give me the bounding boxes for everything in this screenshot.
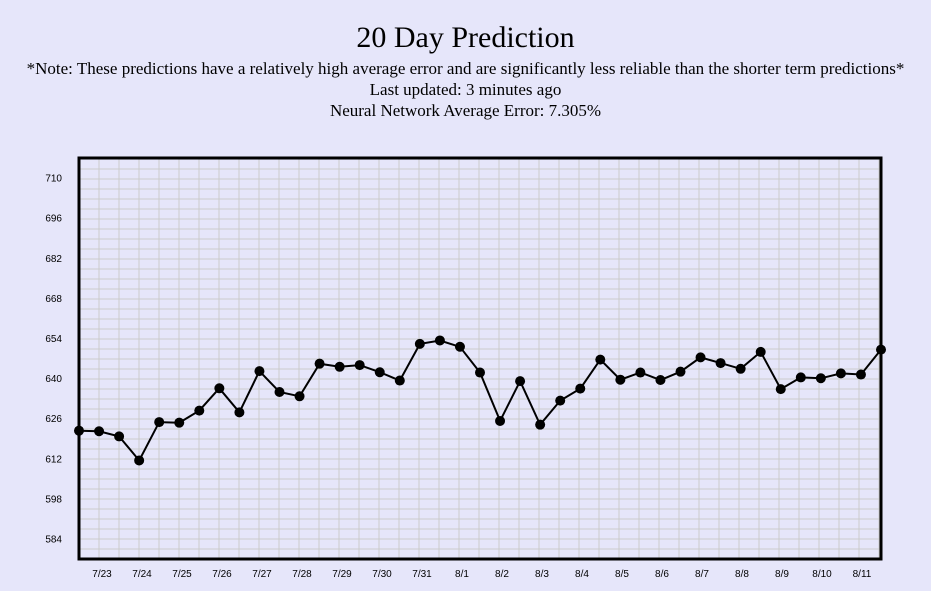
x-tick-label: 7/26 [212, 569, 232, 580]
data-point [154, 417, 165, 428]
x-tick-label: 7/29 [332, 569, 352, 580]
data-point [575, 383, 586, 394]
y-tick-label: 710 [45, 174, 62, 185]
y-axis: 584 598 612 626 640 654 668 682 696 710 [45, 174, 62, 546]
data-point [294, 391, 305, 402]
data-point [535, 419, 546, 430]
data-point [655, 374, 666, 385]
data-point [555, 395, 566, 406]
y-tick-label: 626 [45, 414, 62, 425]
data-point [434, 335, 445, 346]
plot-frame [77, 156, 883, 561]
data-point [735, 363, 746, 374]
data-point [515, 376, 526, 387]
data-point [114, 431, 125, 442]
data-point [454, 341, 465, 352]
x-tick-label: 8/7 [695, 569, 709, 580]
data-point [254, 366, 265, 377]
data-point [775, 384, 786, 395]
x-tick-label: 8/11 [853, 569, 872, 580]
data-point [475, 367, 485, 378]
data-point [815, 373, 826, 384]
data-point [615, 374, 626, 385]
data-point [715, 358, 726, 369]
x-axis: 7/23 7/24 7/25 7/26 7/27 7/28 7/29 7/30 7/31 8/1 8… [92, 569, 872, 580]
x-tick-label: 7/28 [292, 569, 312, 580]
data-point [495, 415, 506, 426]
data-point [635, 367, 646, 378]
data-point [675, 366, 686, 377]
data-point [314, 358, 325, 369]
data-point [695, 352, 706, 363]
data-point [394, 375, 405, 386]
y-tick-label: 584 [45, 534, 62, 545]
y-tick-label: 654 [45, 334, 62, 345]
x-tick-label: 8/4 [575, 569, 589, 580]
average-error-text: Neural Network Average Error: 7.305% [329, 101, 602, 120]
data-point [334, 361, 345, 372]
x-tick-label: 8/1 [455, 569, 469, 580]
y-tick-label: 640 [45, 374, 62, 385]
x-tick-label: 8/3 [535, 569, 549, 580]
x-tick-label: 8/2 [495, 569, 509, 580]
x-tick-label: 8/8 [735, 569, 749, 580]
y-tick-label: 668 [45, 294, 62, 305]
y-tick-label: 612 [45, 454, 62, 465]
chart-grid [78, 158, 881, 560]
data-point [134, 455, 145, 466]
x-tick-label: 7/30 [372, 569, 392, 580]
data-point [274, 387, 285, 398]
data-point [94, 426, 105, 437]
chart-title: 20 Day Prediction [356, 21, 575, 54]
x-tick-label: 7/24 [132, 569, 152, 580]
data-point [595, 354, 606, 365]
x-tick-label: 8/10 [812, 569, 832, 580]
y-tick-label: 682 [45, 254, 62, 265]
y-tick-label: 696 [45, 214, 62, 225]
data-point [234, 407, 245, 418]
data-point [194, 405, 205, 416]
x-tick-label: 7/31 [412, 569, 432, 580]
data-point [214, 383, 225, 394]
x-tick-label: 8/5 [615, 569, 629, 580]
x-tick-label: 7/23 [92, 569, 112, 580]
x-tick-label: 7/25 [172, 569, 192, 580]
prediction-series [74, 335, 886, 466]
y-tick-label: 598 [45, 494, 62, 505]
data-point [855, 369, 866, 380]
data-point [755, 346, 766, 357]
x-tick-label: 8/9 [775, 569, 789, 580]
data-point [414, 338, 425, 349]
x-tick-label: 8/6 [655, 569, 669, 580]
data-point [354, 360, 365, 371]
x-tick-label: 7/27 [252, 569, 272, 580]
reliability-note: *Note: These predictions have a relative… [26, 59, 905, 78]
data-point [374, 367, 385, 378]
data-point [174, 417, 185, 428]
last-updated-text: Last updated: 3 minutes ago [369, 80, 562, 99]
data-point [795, 372, 806, 383]
data-point [835, 368, 846, 379]
